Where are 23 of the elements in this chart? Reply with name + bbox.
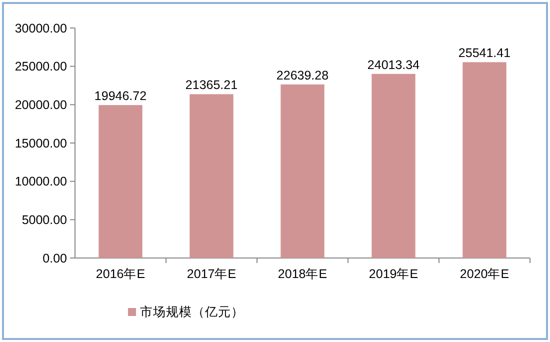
data-label: 24013.34 — [367, 58, 420, 72]
x-tick-label: 2017年E — [186, 267, 236, 281]
y-tick-label: 15000.00 — [14, 136, 68, 150]
x-tick-label: 2019年E — [368, 267, 418, 281]
legend-label: 市场规模（亿元） — [140, 305, 244, 319]
y-tick-label: 10000.00 — [14, 174, 68, 189]
x-tick-label: 2016年E — [96, 267, 146, 281]
data-label: 19946.72 — [94, 89, 147, 104]
x-tick-label: 2020年E — [460, 267, 510, 281]
bar — [462, 62, 506, 258]
y-tick-label: 30000.00 — [14, 21, 68, 36]
data-label: 22639.28 — [276, 68, 329, 82]
data-label: 21365.21 — [185, 78, 238, 92]
bar — [98, 105, 142, 258]
y-tick-label: 25000.00 — [14, 60, 68, 74]
bar — [280, 84, 324, 258]
bar — [190, 94, 234, 258]
bar — [372, 74, 416, 258]
y-tick-label: 5000.00 — [22, 213, 68, 228]
y-tick-label: 20000.00 — [14, 98, 68, 112]
data-label: 25541.41 — [458, 46, 511, 60]
y-tick-label: 0.00 — [42, 251, 68, 266]
x-tick-label: 2018年E — [278, 267, 328, 281]
